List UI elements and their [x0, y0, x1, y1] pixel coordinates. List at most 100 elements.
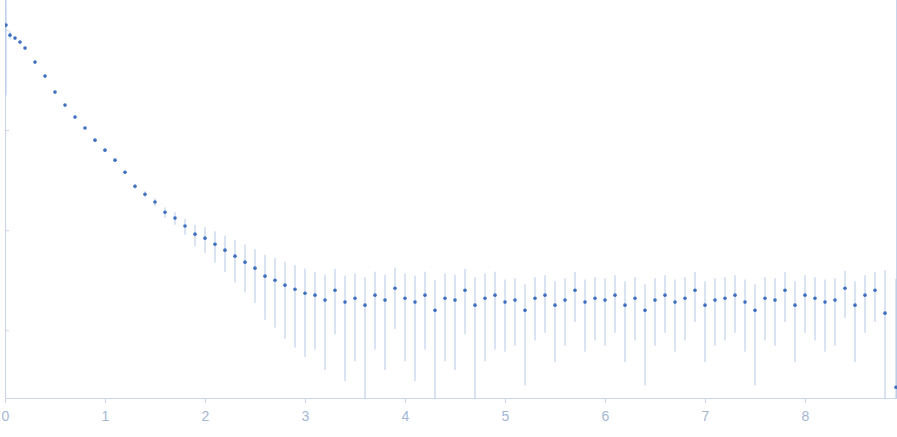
point	[433, 309, 437, 313]
y-tick	[5, 330, 9, 331]
error-bar	[605, 278, 606, 345]
error-bar	[405, 273, 406, 361]
point	[673, 300, 677, 304]
point	[333, 288, 337, 292]
point	[13, 36, 17, 40]
x-tick-label: 4	[402, 408, 410, 424]
point	[353, 296, 357, 300]
error-bar	[565, 278, 566, 345]
error-bar	[525, 284, 526, 385]
error-bar	[685, 277, 686, 340]
error-bar	[335, 269, 336, 334]
point	[753, 309, 757, 313]
point	[473, 303, 477, 307]
point	[623, 303, 627, 307]
x-tick: 7	[702, 398, 710, 424]
error-bar	[575, 272, 576, 322]
error-bar	[215, 231, 216, 262]
x-tick: 4	[402, 398, 410, 424]
point	[693, 288, 697, 292]
error-bar	[205, 227, 206, 253]
error-bar	[645, 284, 646, 385]
error-bar	[785, 272, 786, 322]
point	[793, 303, 797, 307]
y-tick-mark	[5, 230, 9, 231]
x-tick-label: 1	[102, 408, 110, 424]
point	[863, 293, 867, 297]
error-bar	[665, 275, 666, 333]
error-bar	[805, 275, 806, 333]
error-bar	[375, 272, 376, 350]
point	[23, 46, 27, 50]
point	[5, 23, 8, 27]
point	[733, 293, 737, 297]
error-bar	[835, 278, 836, 345]
x-tick: 2	[202, 398, 210, 424]
error-bar	[715, 278, 716, 345]
error-bar	[425, 272, 426, 350]
chart: 012345678	[0, 0, 897, 437]
point	[123, 170, 127, 174]
point	[313, 293, 317, 297]
x-tick-mark	[705, 398, 706, 403]
point	[513, 298, 517, 302]
point	[683, 296, 687, 300]
point	[233, 254, 237, 258]
x-tick-mark	[505, 398, 506, 403]
error-bar	[595, 277, 596, 340]
x-tick-mark	[205, 398, 206, 403]
x-tick-label: 8	[802, 408, 810, 424]
error-bar	[315, 272, 316, 350]
x-tick-mark	[5, 398, 6, 403]
point	[273, 278, 277, 282]
error-bar	[545, 275, 546, 333]
error-bar	[896, 279, 897, 398]
plot-area	[5, 0, 897, 398]
point	[343, 300, 347, 304]
point	[263, 274, 267, 278]
error-bar	[285, 262, 286, 339]
point	[253, 266, 257, 270]
point	[783, 288, 787, 292]
error-bar	[775, 278, 776, 345]
error-bar	[625, 281, 626, 362]
point	[573, 288, 577, 292]
point	[613, 293, 617, 297]
point	[213, 242, 217, 246]
point	[73, 115, 77, 119]
point	[203, 236, 207, 240]
y-axis-line	[5, 1, 6, 399]
point	[153, 200, 157, 204]
point	[53, 90, 57, 94]
x-tick-label: 6	[602, 408, 610, 424]
point	[773, 298, 777, 302]
point	[193, 232, 197, 236]
point	[713, 298, 717, 302]
error-bar	[855, 281, 856, 362]
point	[743, 300, 747, 304]
point	[293, 287, 297, 291]
x-axis: 012345678	[2, 398, 897, 424]
x-tick: 5	[502, 398, 510, 424]
point	[43, 74, 47, 78]
error-bar	[435, 280, 436, 398]
point	[563, 298, 567, 302]
error-bar	[495, 272, 496, 350]
error-bar	[455, 275, 456, 370]
error-bar	[765, 277, 766, 340]
error-bar	[845, 271, 846, 318]
x-axis-line	[6, 399, 897, 404]
x-tick-label: 7	[702, 408, 710, 424]
error-bar	[675, 280, 676, 352]
x-tick: 8	[802, 398, 810, 424]
error-bar	[815, 277, 816, 340]
y-tick-mark	[5, 130, 9, 131]
x-tick-label: 3	[302, 408, 310, 424]
point	[323, 298, 327, 302]
error-bar	[305, 268, 306, 356]
error-bar	[345, 276, 346, 381]
x-tick-mark	[805, 398, 806, 403]
point	[133, 184, 137, 188]
x-tick: 3	[302, 398, 310, 424]
point	[93, 138, 97, 142]
